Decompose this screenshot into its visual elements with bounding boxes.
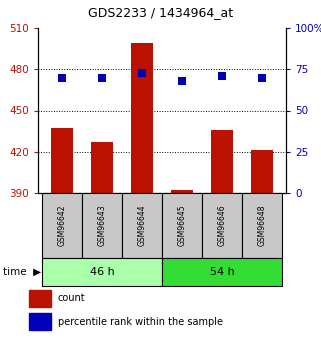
FancyBboxPatch shape — [122, 193, 162, 258]
Point — [259, 75, 265, 80]
Text: GSM96643: GSM96643 — [98, 205, 107, 246]
Text: count: count — [58, 293, 85, 303]
Text: GSM96645: GSM96645 — [178, 205, 187, 246]
FancyBboxPatch shape — [82, 193, 122, 258]
Text: time  ▶: time ▶ — [3, 267, 41, 277]
Text: GSM96642: GSM96642 — [57, 205, 66, 246]
Bar — [171, 190, 193, 193]
FancyBboxPatch shape — [42, 258, 162, 286]
Point — [220, 73, 225, 79]
Bar — [51, 128, 73, 193]
Point — [100, 75, 105, 80]
FancyBboxPatch shape — [162, 193, 202, 258]
Text: GSM96644: GSM96644 — [137, 205, 146, 246]
Text: percentile rank within the sample: percentile rank within the sample — [58, 317, 223, 327]
Bar — [29, 290, 51, 307]
Text: GDS2233 / 1434964_at: GDS2233 / 1434964_at — [88, 6, 233, 19]
Text: 54 h: 54 h — [210, 267, 234, 277]
Text: GSM96648: GSM96648 — [257, 205, 266, 246]
FancyBboxPatch shape — [202, 193, 242, 258]
Bar — [251, 150, 273, 193]
Bar — [91, 142, 113, 193]
FancyBboxPatch shape — [42, 193, 82, 258]
FancyBboxPatch shape — [242, 193, 282, 258]
Point — [139, 70, 144, 75]
Point — [179, 78, 185, 83]
Bar — [211, 130, 233, 193]
Text: 46 h: 46 h — [90, 267, 114, 277]
Bar — [131, 43, 153, 193]
Text: GSM96646: GSM96646 — [218, 205, 227, 246]
Bar — [29, 313, 51, 330]
FancyBboxPatch shape — [162, 258, 282, 286]
Point — [59, 75, 65, 80]
